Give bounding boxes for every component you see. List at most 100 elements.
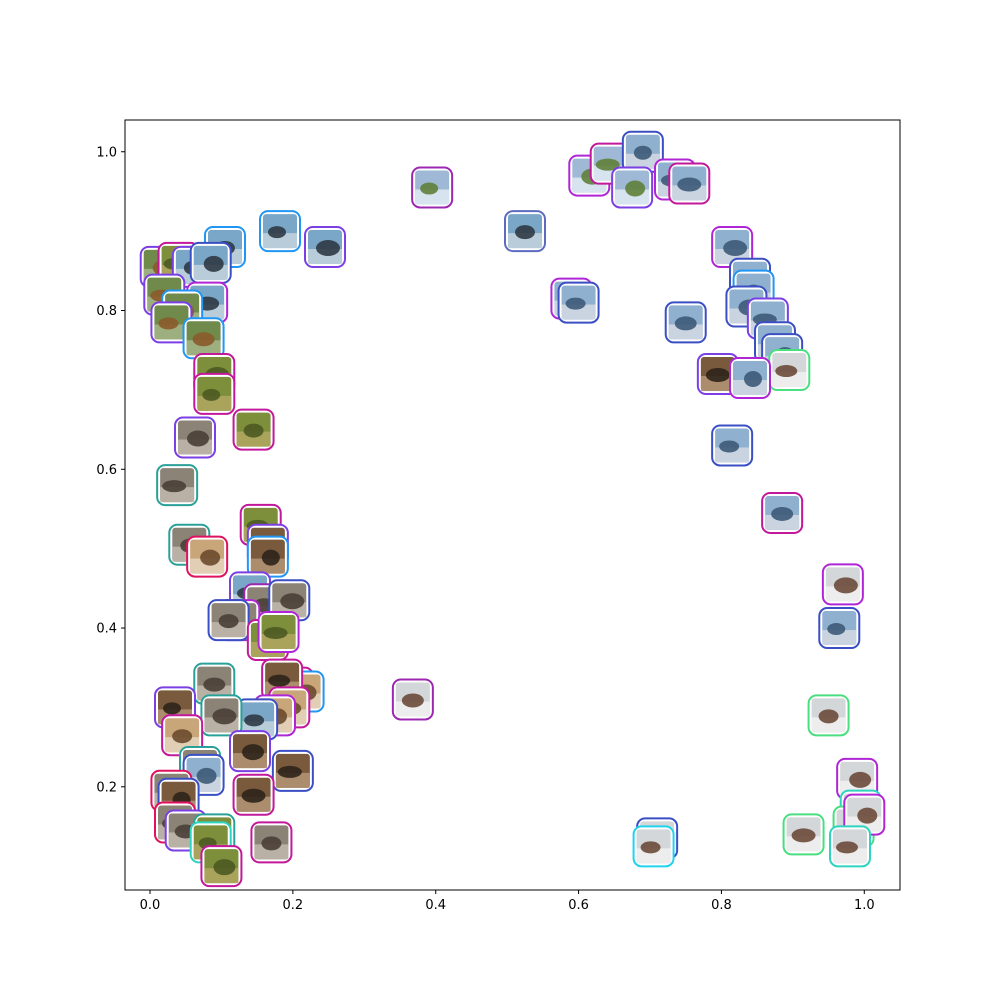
thumbnail-point [156, 464, 199, 507]
y-tick-label: 0.2 [96, 780, 117, 795]
thumbnail-ground [822, 630, 857, 646]
thumbnail-subject [775, 365, 798, 378]
thumbnail-point [304, 226, 346, 269]
thumbnail-subject [213, 859, 236, 876]
thumbnail-ground [811, 717, 846, 733]
y-tick-label: 0.6 [96, 463, 117, 478]
y-tick-label: 0.4 [96, 622, 117, 637]
thumbnail-subject [674, 316, 697, 331]
thumbnail-point [761, 491, 804, 534]
thumbnail-point [632, 825, 675, 868]
thumbnail-point [232, 408, 275, 451]
thumbnail-subject [836, 841, 858, 854]
thumbnail-subject [162, 480, 187, 493]
thumbnail-ground [254, 844, 289, 860]
thumbnail-subject [280, 593, 305, 610]
thumbnail-subject [723, 240, 748, 257]
thumbnail-point [259, 210, 301, 253]
axis-ticks: 0.0 0.2 0.4 0.6 0.8 1.0 0.2 0.4 0.6 0.8 1.0 [96, 145, 874, 913]
thumbnail-subject [200, 549, 221, 566]
x-tick-label: 0.0 [140, 898, 161, 913]
thumbnail-subject [719, 440, 740, 453]
thumbnail-subject [243, 423, 264, 438]
thumbnail-subject [744, 370, 762, 387]
thumbnail-ground [508, 233, 542, 249]
thumbnail-subject [172, 729, 193, 744]
thumbnail-point [174, 416, 216, 459]
thumbnail-point [621, 130, 664, 173]
thumbnail-subject [316, 240, 340, 257]
thumbnail-subject [420, 182, 439, 195]
x-tick-label: 0.2 [283, 898, 304, 913]
thumbnail-point [782, 813, 825, 856]
thumbnail-subject [277, 765, 302, 778]
thumbnail-point [818, 607, 861, 650]
thumbnail-ground [625, 153, 660, 169]
thumbnail-subject [244, 714, 265, 727]
thumbnail-subject [268, 674, 291, 687]
thumbnail-point [768, 349, 811, 392]
thumbnail-point [189, 241, 232, 284]
thumbnail-subject [203, 255, 224, 272]
thumbnail-point [696, 353, 739, 396]
thumbnail-subject [833, 577, 858, 594]
thumbnail-subject [163, 702, 181, 715]
x-tick-label: 0.8 [711, 898, 732, 913]
thumbnail-point [821, 563, 864, 606]
thumbnail-subject [791, 828, 816, 843]
thumbnail-subject [242, 744, 264, 761]
thumbnail-point [200, 845, 243, 888]
thumbnail-point [193, 372, 236, 415]
thumbnail-point [557, 281, 600, 324]
thumbnail-point [391, 678, 434, 721]
thumbnail-ground [186, 340, 221, 356]
thumbnail-point [271, 749, 314, 792]
thumbnail-subject [771, 506, 794, 521]
thumbnail-subject [640, 841, 661, 854]
thumbnail-subject [565, 297, 586, 310]
thumbnail-subject [212, 708, 237, 725]
thumbnail-subject [196, 767, 217, 784]
thumbnail-subject [818, 709, 839, 724]
thumbnail-ground [415, 189, 450, 205]
thumbnail-ground [263, 233, 297, 249]
thumbnail-subject [677, 177, 702, 192]
thumbnail-point [729, 356, 771, 399]
thumbnail-subject [401, 693, 424, 708]
thumbnail-subject [203, 677, 226, 692]
thumbnail-subject [625, 180, 646, 197]
thumbnail-subject [187, 430, 209, 447]
thumbnail-ground [211, 622, 246, 638]
thumbnail-subject [261, 549, 280, 566]
thumbnail-point [161, 714, 204, 757]
thumbnail-subject [268, 226, 286, 239]
thumbnail-subject [705, 368, 730, 383]
thumbnail-point [257, 611, 300, 654]
thumbnail-ground [236, 431, 271, 447]
thumbnail-ground [765, 514, 800, 530]
thumbnail-subject [263, 627, 288, 640]
thumbnail-point [611, 166, 654, 209]
thumbnail-ground [395, 701, 430, 717]
thumbnail-subject [261, 836, 282, 851]
thumbnail-point [207, 599, 250, 642]
thumbnail-point [232, 773, 275, 816]
thumbnail-point [250, 821, 293, 864]
x-tick-label: 0.4 [425, 898, 446, 913]
thumbnail-point [182, 317, 225, 360]
thumbnail-point [186, 535, 229, 578]
thumbnail-ground [668, 324, 703, 340]
thumbnail-point [268, 579, 311, 622]
thumbnail-point [664, 301, 707, 344]
thumbnail-point [150, 301, 193, 344]
thumbnail-subject [241, 788, 266, 803]
thumbnail-subject [849, 771, 872, 788]
thumbnail-markers [139, 130, 886, 888]
x-tick-label: 1.0 [854, 898, 875, 913]
x-tick-label: 0.6 [568, 898, 589, 913]
thumbnail-point [711, 424, 754, 467]
thumbnail-subject [515, 225, 535, 240]
thumbnail-point [807, 694, 850, 737]
thumbnail-point [829, 825, 871, 868]
